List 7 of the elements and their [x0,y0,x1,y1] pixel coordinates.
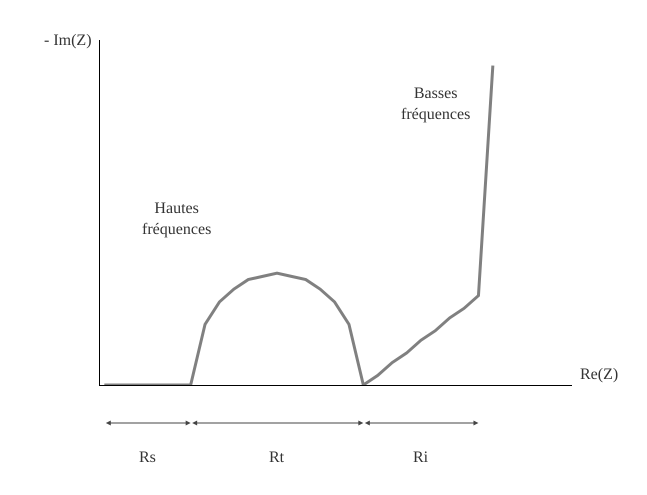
text: Rt [269,449,285,466]
text: Rs [139,449,156,466]
annotation: Basses fréquences [401,85,470,123]
text: Ri [413,449,429,466]
annotation: Hautes fréquences [142,200,212,238]
y-axis-title: - Im(Z) [44,32,92,49]
x-axis-title: Re(Z) [580,366,618,383]
